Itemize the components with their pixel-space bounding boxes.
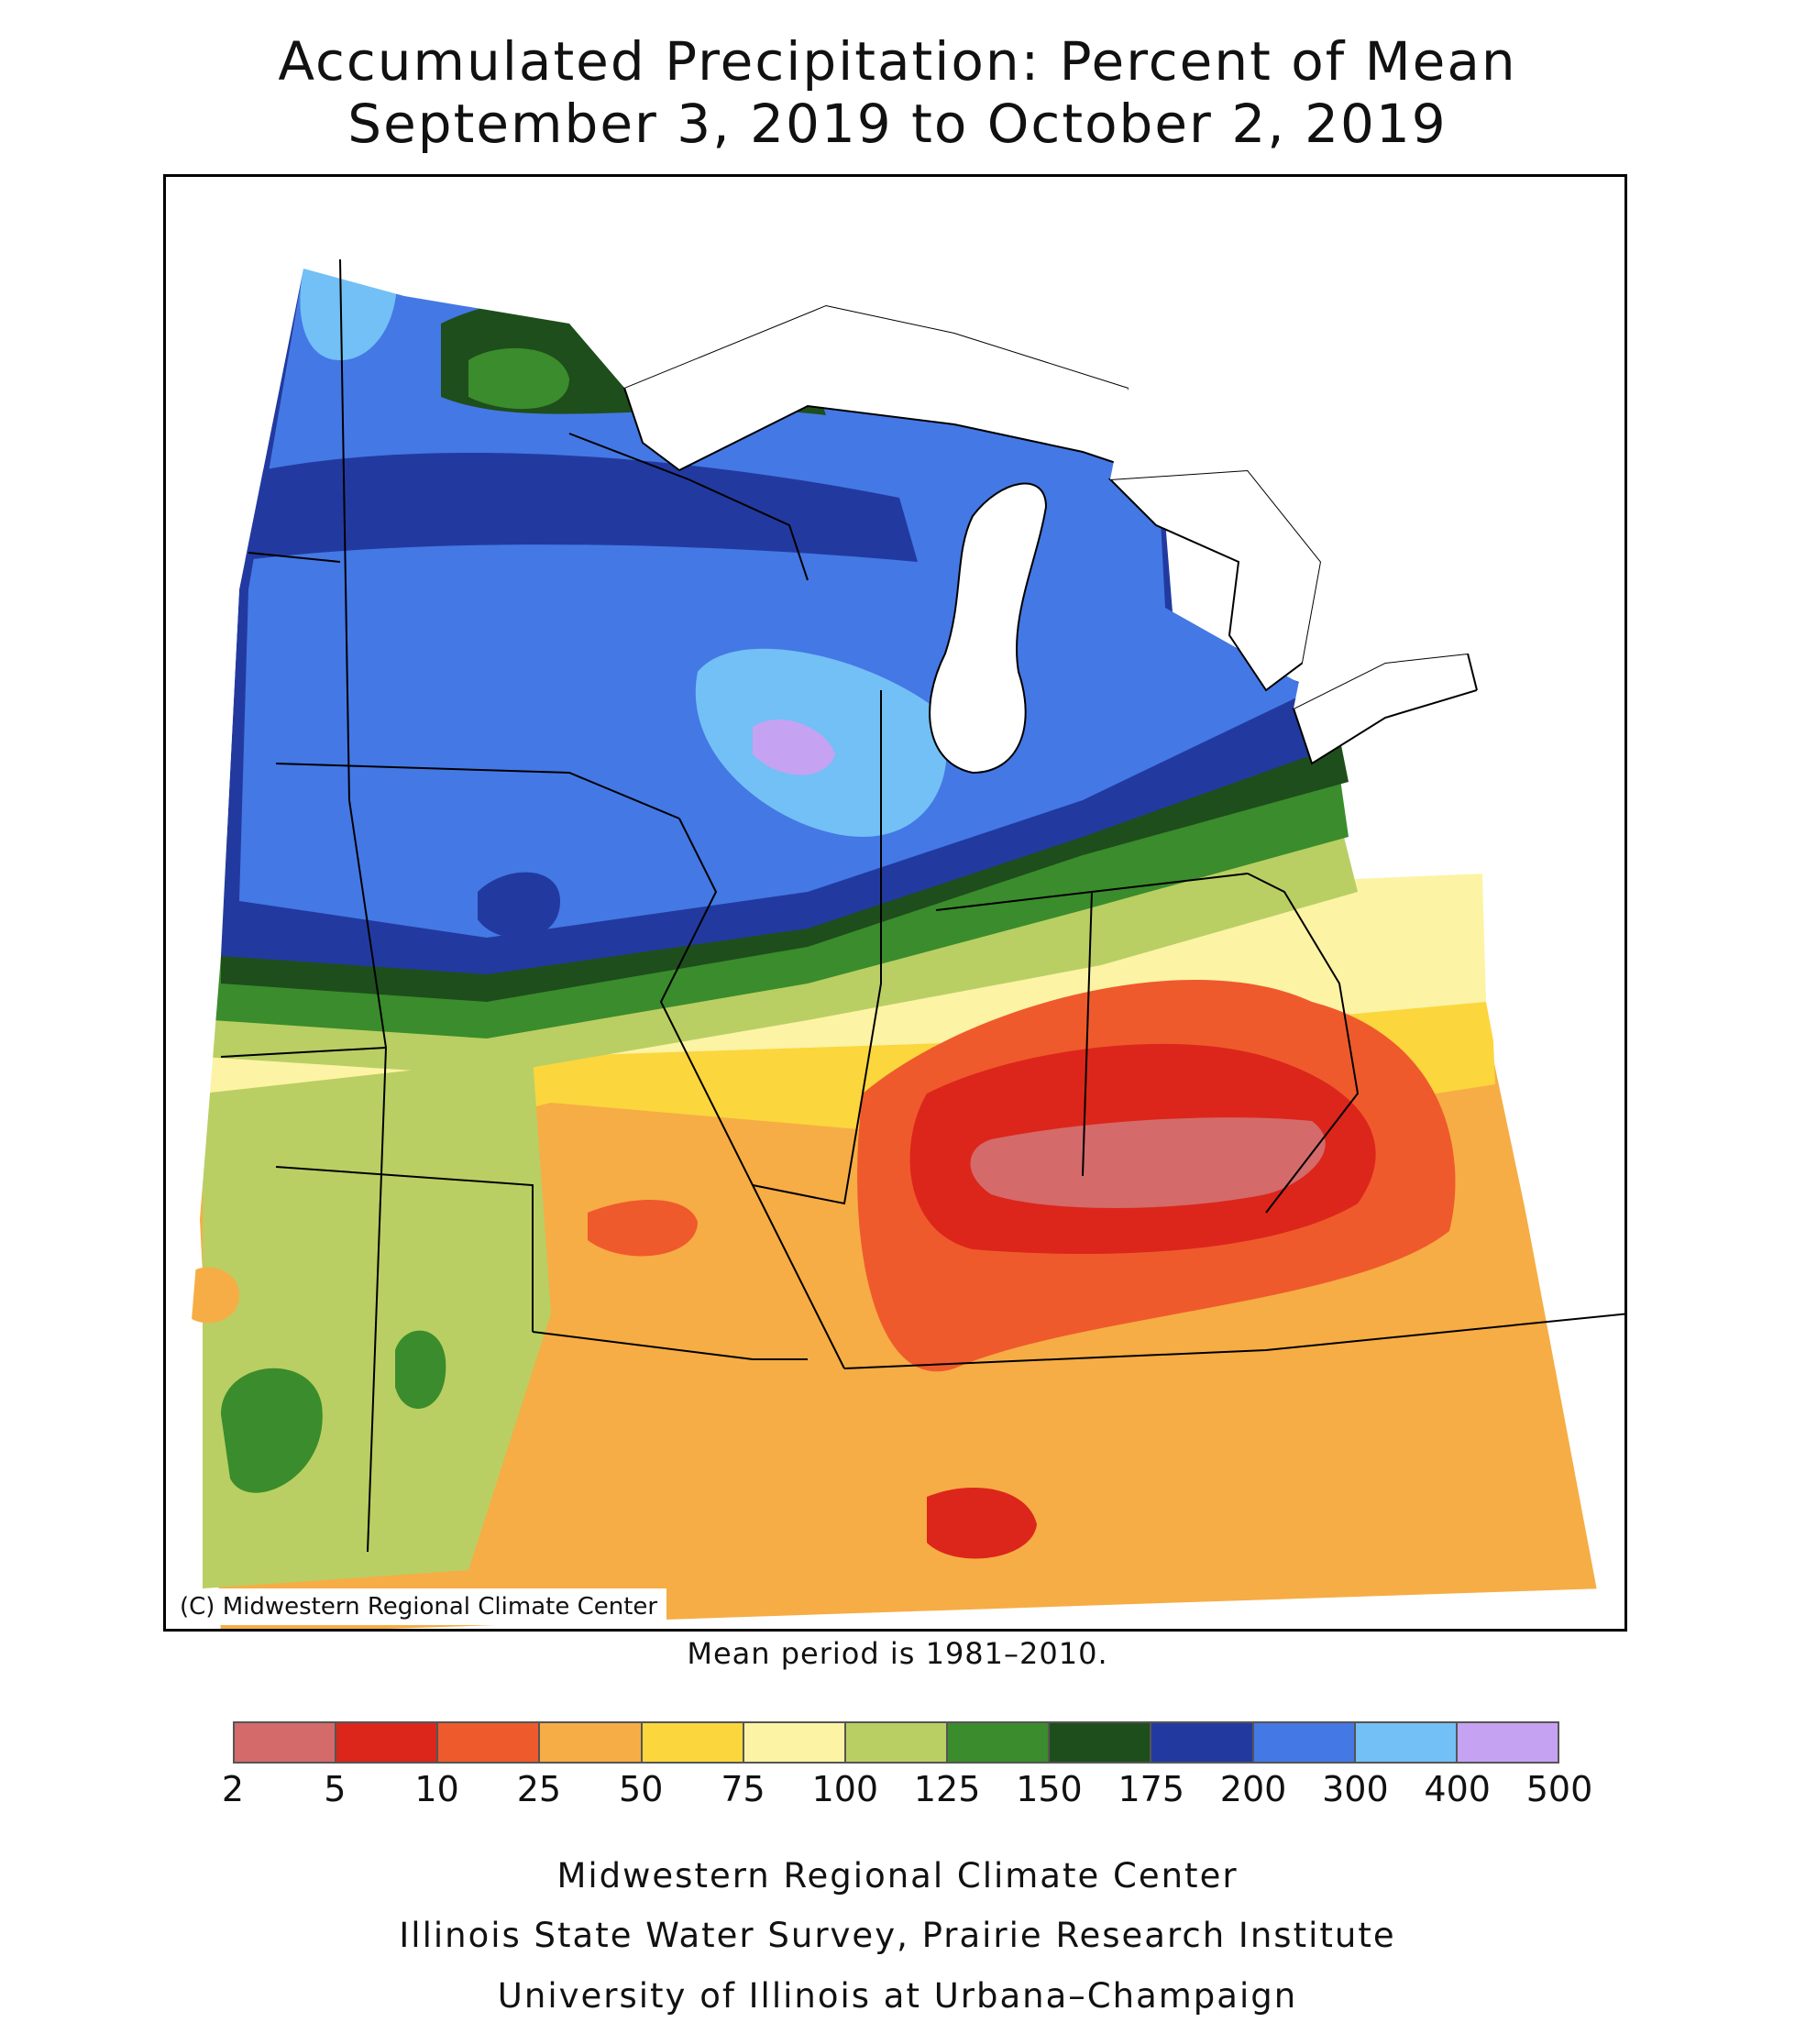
lake-superior [622,303,1140,472]
legend-swatch [1050,1723,1152,1762]
legend-tick-label: 75 [721,1769,765,1809]
region-175-200-inner2 [478,872,560,939]
credit-line-1: Midwestern Regional Climate Center [556,1856,1239,1896]
copyright-label: (C) Midwestern Regional Climate Center [171,1588,667,1625]
legend-swatch [235,1723,337,1762]
canada-land [303,177,1624,709]
unplotted-left [166,177,303,1629]
legend-swatch [948,1723,1051,1762]
mean-period-note: Mean period is 1981–2010. [687,1636,1108,1671]
legend-tick-label: 100 [811,1769,879,1809]
map-date-range: September 3, 2019 to October 2, 2019 [347,93,1448,155]
legend-tick-label: 25 [516,1769,562,1809]
legend-ticks: 2 5 10 25 50 75 100 125 150 175 200 300 400 500 [222,1769,1592,1815]
legend-tick-label: 500 [1525,1769,1593,1809]
state-borders [220,258,1624,1553]
region-400-500 [753,719,835,775]
legend-tick-label: 2 [221,1769,245,1809]
legend-swatch [1457,1723,1558,1762]
legend-swatch [1355,1723,1458,1762]
map-canvas [166,177,1624,1629]
legend-tick-label: 5 [324,1769,347,1809]
precipitation-map [163,174,1627,1632]
region-125-150-west2 [395,1330,446,1409]
legend-swatch [743,1723,846,1762]
region-2-5 [970,1117,1326,1208]
region-175-200-inner [221,453,918,562]
map-title: Accumulated Precipitation: Percent of Me… [278,30,1517,93]
legend-tick-label: 50 [619,1769,664,1809]
lake-huron [1107,468,1323,692]
legend-tick-label: 150 [1016,1769,1083,1809]
legend-swatch [438,1723,541,1762]
lake-michigan [929,482,1048,775]
region-10-25-mo [588,1200,698,1257]
legend-tick-label: 400 [1424,1769,1491,1809]
unplotted-right [1477,654,1624,1629]
legend-tick-label: 175 [1118,1769,1185,1809]
legend-tick-label: 125 [913,1769,981,1809]
legend-swatch [845,1723,949,1762]
legend-tick-label: 10 [414,1769,459,1809]
legend-swatch [642,1723,744,1762]
region-5-10-south [927,1488,1037,1559]
legend-swatch [1253,1723,1356,1762]
credit-line-2: Illinois State Water Survey, Prairie Res… [399,1916,1396,1955]
legend-tick-label: 300 [1322,1769,1389,1809]
region-25-50-west [184,1267,239,1324]
region-125-150-west [221,1368,323,1493]
region-125-150-inner [468,347,569,410]
legend-swatch [540,1723,643,1762]
legend-swatch [1151,1723,1254,1762]
color-legend [233,1721,1559,1764]
credit-line-3: University of Illinois at Urbana–Champai… [497,1976,1298,2016]
legend-tick-label: 200 [1219,1769,1287,1809]
legend-swatch [336,1723,439,1762]
